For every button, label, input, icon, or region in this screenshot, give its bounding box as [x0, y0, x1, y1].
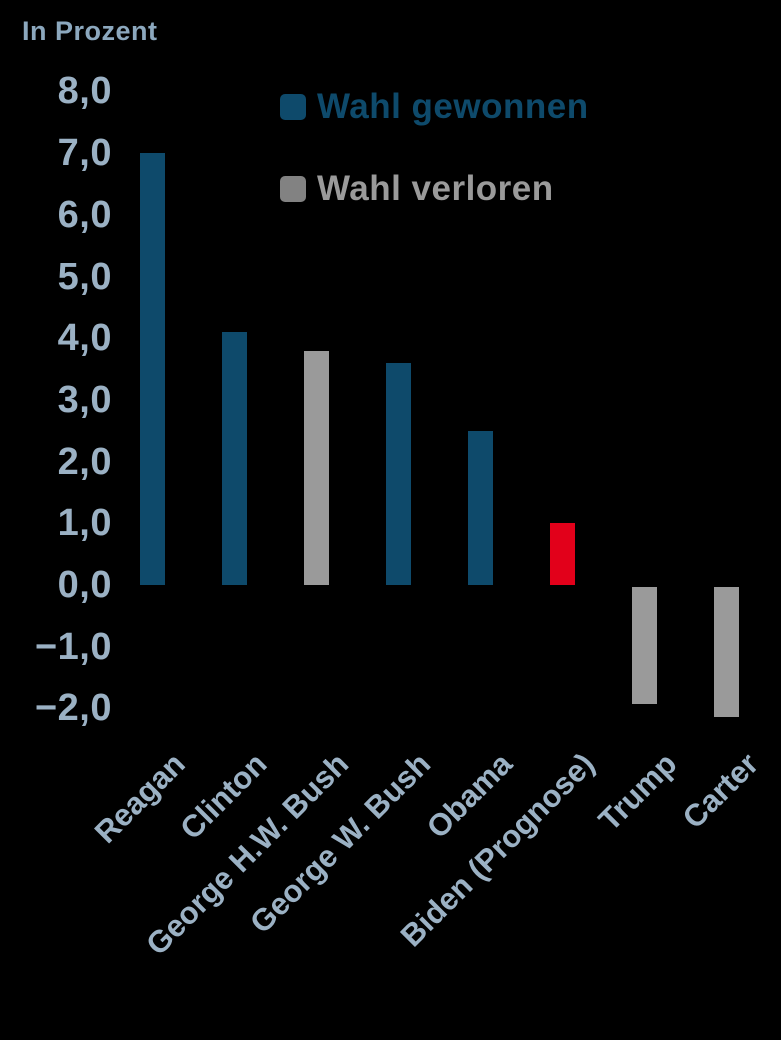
bar-reagan [140, 153, 165, 585]
bar-trump [632, 587, 657, 704]
x-label-trump: Trump [591, 746, 684, 838]
x-label-reagan: Reagan [87, 746, 192, 850]
y-axis-tick-label: 8,0 [57, 70, 112, 113]
y-axis-tick-label: 6,0 [57, 193, 112, 236]
y-axis-tick-label: 3,0 [57, 378, 112, 421]
y-axis-tick-label: 4,0 [57, 317, 112, 360]
bar-biden-prognose [550, 523, 575, 585]
bar-george-w-bush [386, 363, 411, 585]
y-axis-tick-label: 2,0 [57, 440, 112, 483]
y-axis-tick-label: 5,0 [57, 255, 112, 298]
y-axis-tick-label: 7,0 [57, 132, 112, 175]
y-axis-tick-label: −1,0 [34, 625, 112, 668]
y-axis-tick-label: 1,0 [57, 502, 112, 545]
legend-item-won: Wahl gewonnen [280, 87, 589, 126]
legend-swatch-won [280, 94, 306, 120]
bar-obama [468, 431, 493, 585]
y-axis-tick-label: 0,0 [57, 564, 112, 606]
bar-george-h-w-bush [304, 351, 329, 585]
x-label-carter: Carter [675, 746, 766, 836]
y-axis-unit-label: In Prozent [22, 16, 158, 46]
legend-label-lost: Wahl verloren [317, 169, 554, 208]
legend-item-lost: Wahl verloren [280, 169, 589, 208]
legend-swatch-lost [280, 176, 306, 202]
bar-clinton [222, 332, 247, 585]
y-axis-tick-label: −2,0 [34, 687, 112, 730]
legend: Wahl gewonnen Wahl verloren [280, 87, 589, 252]
bar-carter [714, 587, 739, 717]
legend-label-won: Wahl gewonnen [317, 87, 589, 126]
